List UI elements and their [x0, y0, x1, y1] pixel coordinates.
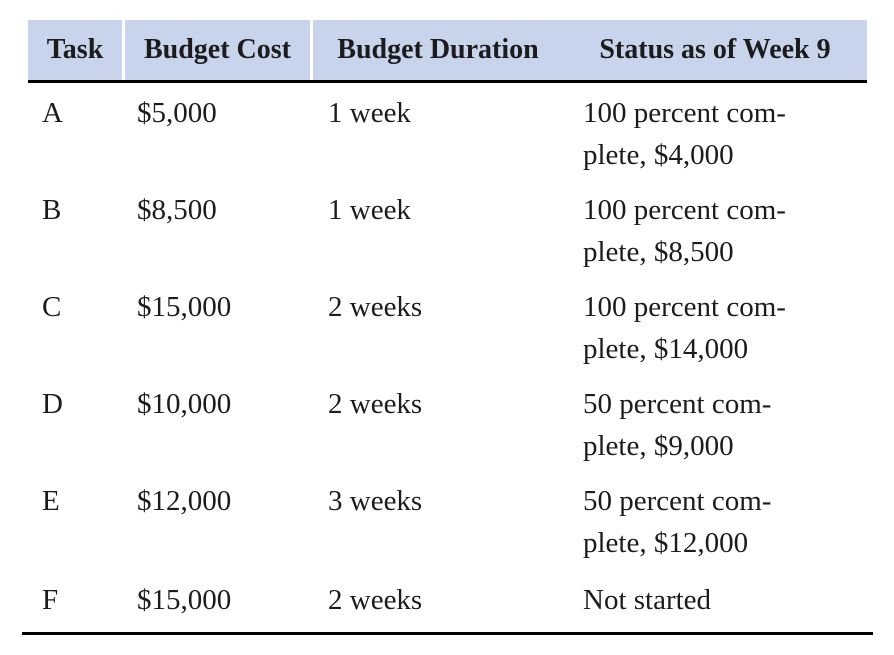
- table-row: D $10,000 2 weeks 50 percent com- plete,…: [28, 374, 867, 471]
- status-line-1: 100 percent com-: [583, 97, 786, 129]
- status-line-2: plete, $4,000: [583, 139, 734, 171]
- cell-budget-cost: $10,000: [137, 388, 232, 420]
- status-line-2: plete, $9,000: [583, 430, 734, 462]
- cell-budget-duration: 1 week: [328, 97, 411, 129]
- status-line-2: plete, $12,000: [583, 527, 749, 559]
- status-line-2: plete, $14,000: [583, 333, 749, 365]
- column-header-budget-duration: Budget Duration: [313, 20, 563, 80]
- table-row: C $15,000 2 weeks 100 percent com- plete…: [28, 277, 867, 374]
- cell-status: 100 percent com- plete, $4,000: [563, 92, 867, 180]
- cell-status: 50 percent com- plete, $9,000: [563, 383, 867, 471]
- cell-task: F: [42, 584, 59, 616]
- cell-budget-cost: $15,000: [137, 291, 232, 323]
- table-header-row: Task Budget Cost Budget Duration Status …: [28, 20, 867, 80]
- budget-status-table: Task Budget Cost Budget Duration Status …: [22, 20, 873, 635]
- cell-budget-duration: 3 weeks: [328, 485, 423, 517]
- cell-status: Not started: [563, 579, 867, 632]
- column-header-task: Task: [28, 20, 122, 80]
- cell-budget-cost: $12,000: [137, 485, 232, 517]
- cell-task: C: [42, 291, 62, 323]
- cell-task: A: [42, 97, 63, 129]
- cell-status: 100 percent com- plete, $14,000: [563, 286, 867, 374]
- table-row: B $8,500 1 week 100 percent com- plete, …: [28, 180, 867, 277]
- column-header-status: Status as of Week 9: [563, 20, 867, 80]
- cell-task: E: [42, 485, 60, 517]
- table-row: E $12,000 3 weeks 50 percent com- plete,…: [28, 471, 867, 568]
- status-line-1: 100 percent com-: [583, 291, 786, 323]
- cell-budget-duration: 1 week: [328, 194, 411, 226]
- cell-budget-cost: $5,000: [137, 97, 217, 129]
- table-row: F $15,000 2 weeks Not started: [28, 568, 867, 632]
- status-line-2: plete, $8,500: [583, 236, 734, 268]
- status-line-1: 100 percent com-: [583, 194, 786, 226]
- status-line-1: 50 percent com-: [583, 388, 772, 420]
- cell-budget-cost: $15,000: [137, 584, 232, 616]
- status-line-1: 50 percent com-: [583, 485, 772, 517]
- cell-status: 100 percent com- plete, $8,500: [563, 189, 867, 277]
- table-bottom-rule: [22, 632, 873, 635]
- cell-task: B: [42, 194, 62, 226]
- cell-budget-duration: 2 weeks: [328, 291, 423, 323]
- table-row: A $5,000 1 week 100 percent com- plete, …: [28, 83, 867, 180]
- cell-budget-duration: 2 weeks: [328, 388, 423, 420]
- column-header-budget-cost: Budget Cost: [125, 20, 310, 80]
- cell-budget-duration: 2 weeks: [328, 584, 423, 616]
- header-divider-rule: [28, 80, 867, 83]
- cell-task: D: [42, 388, 63, 420]
- cell-budget-cost: $8,500: [137, 194, 217, 226]
- cell-status: 50 percent com- plete, $12,000: [563, 480, 867, 568]
- status-line-1: Not started: [583, 584, 712, 616]
